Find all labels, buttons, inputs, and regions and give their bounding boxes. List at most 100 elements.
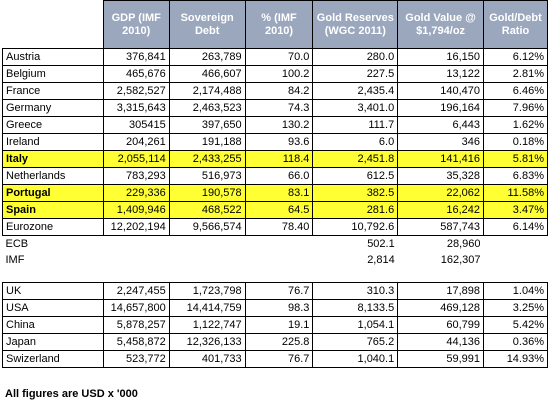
table-row: Eurozone 12,202,194 9,566,574 78.40 10,792.6… bbox=[2, 218, 548, 236]
header-debt: Sovereign Debt bbox=[168, 0, 246, 49]
cell-gdp: 5,458,872 bbox=[102, 333, 170, 351]
cell-value: 6,443 bbox=[397, 116, 484, 134]
cell-debt: 1,723,798 bbox=[168, 282, 246, 300]
cell-country: Eurozone bbox=[2, 218, 104, 236]
cell-gdp: 376,841 bbox=[102, 48, 170, 66]
cell-value: 22,062 bbox=[397, 184, 484, 202]
cell-ratio: 3.25% bbox=[483, 299, 548, 317]
cell-pct bbox=[245, 236, 313, 253]
gold-debt-table: GDP (IMF 2010) Sovereign Debt % (IMF 201… bbox=[2, 0, 548, 368]
cell-pct: 84.2 bbox=[244, 82, 314, 100]
cell-debt: 190,578 bbox=[168, 184, 246, 202]
cell-gold: 227.5 bbox=[312, 65, 399, 83]
table-row: Germany 3,315,643 2,463,523 74.3 3,401.0 196,… bbox=[2, 99, 548, 117]
header-pct: % (IMF 2010) bbox=[244, 0, 314, 49]
cell-ratio: 7.96% bbox=[483, 99, 548, 117]
cell-gdp: 2,055,114 bbox=[102, 150, 170, 168]
cell-gdp: 3,315,643 bbox=[102, 99, 170, 117]
cell-country: China bbox=[2, 316, 104, 334]
table-row: China 5,878,257 1,122,747 19.1 1,054.1 60,799… bbox=[2, 316, 548, 334]
cell-pct: 78.40 bbox=[244, 218, 314, 236]
cell-pct: 83.1 bbox=[244, 184, 314, 202]
cell-gold: 2,435.4 bbox=[312, 82, 399, 100]
cell-gdp: 2,582,527 bbox=[102, 82, 170, 100]
header-gold-value: Gold Value @ $1,794/oz bbox=[397, 0, 484, 49]
cell-country: Italy bbox=[2, 150, 104, 168]
table-row: ECB 502.1 28,960 bbox=[3, 236, 548, 253]
cell-gdp: 783,293 bbox=[102, 167, 170, 185]
table-row: France 2,582,527 2,174,488 84.2 2,435.4 140,4… bbox=[2, 82, 548, 100]
cell-ratio: 3.47% bbox=[483, 201, 548, 219]
table-row: USA 14,657,800 14,414,759 98.3 8,133.5 469,12… bbox=[2, 299, 548, 317]
cell-country: Belgium bbox=[2, 65, 104, 83]
cell-value: 13,122 bbox=[397, 65, 484, 83]
table-row: Spain 1,409,946 468,522 64.5 281.6 16,242 3.47… bbox=[2, 201, 548, 219]
cell-country: IMF bbox=[5, 254, 25, 266]
cell-ratio: 5.81% bbox=[483, 150, 548, 168]
cell-gold: 111.7 bbox=[312, 116, 399, 134]
cell-debt: 14,414,759 bbox=[168, 299, 246, 317]
cell-country: Germany bbox=[2, 99, 104, 117]
cell-ratio: 11.58% bbox=[483, 184, 548, 202]
cell-debt bbox=[169, 236, 245, 253]
cell-ratio bbox=[484, 236, 548, 253]
cell-gdp: 2,247,455 bbox=[102, 282, 170, 300]
cell-ratio: 2.81% bbox=[483, 65, 548, 83]
table-row: Swizerland 523,772 401,733 76.7 1,040.1 59,99… bbox=[2, 350, 548, 368]
header-blank bbox=[2, 0, 104, 49]
cell-country: Portugal bbox=[2, 184, 104, 202]
cell-gold: 765.2 bbox=[312, 333, 399, 351]
cell-debt: 9,566,574 bbox=[168, 218, 246, 236]
cell-pct: 100.2 bbox=[244, 65, 314, 83]
cell-country: Ireland bbox=[2, 133, 104, 151]
cell-pct: 225.8 bbox=[244, 333, 314, 351]
cell-debt: 191,188 bbox=[168, 133, 246, 151]
cell-pct: 64.5 bbox=[244, 201, 314, 219]
header-gold-reserves: Gold Reserves (WGC 2011) bbox=[312, 0, 399, 49]
cell-gdp bbox=[103, 236, 169, 253]
cell-value: 162,307 bbox=[440, 254, 481, 266]
cell-ratio: 1.62% bbox=[483, 116, 548, 134]
cell-value: 196,164 bbox=[397, 99, 484, 117]
cell-debt bbox=[169, 252, 245, 268]
cell-gold: 2,814 bbox=[367, 254, 395, 266]
cell-country: ECB bbox=[5, 238, 29, 250]
cell-gdp: 523,772 bbox=[102, 350, 170, 368]
cell-pct: 130.2 bbox=[244, 116, 314, 134]
cell-value: 17,898 bbox=[397, 282, 484, 300]
cell-pct: 76.7 bbox=[244, 350, 314, 368]
cell-value: 587,743 bbox=[397, 218, 484, 236]
spacer-row bbox=[3, 268, 548, 283]
table-row: Austria 376,841 263,789 70.0 280.0 16,150 6.12… bbox=[2, 48, 548, 66]
cell-gold: 502.1 bbox=[367, 238, 395, 250]
cell-pct: 70.0 bbox=[244, 48, 314, 66]
cell-ratio: 6.46% bbox=[483, 82, 548, 100]
cell-value: 16,242 bbox=[397, 201, 484, 219]
cell-gdp: 204,261 bbox=[102, 133, 170, 151]
header-row: GDP (IMF 2010) Sovereign Debt % (IMF 201… bbox=[2, 0, 548, 49]
cell-country: Spain bbox=[2, 201, 104, 219]
cell-country: Japan bbox=[2, 333, 104, 351]
cell-pct: 118.4 bbox=[244, 150, 314, 168]
cell-debt: 516,973 bbox=[168, 167, 246, 185]
cell-value: 44,136 bbox=[397, 333, 484, 351]
table-row: Portugal 229,336 190,578 83.1 382.5 22,062 11.… bbox=[2, 184, 548, 202]
table-row: Belgium 465,676 466,607 100.2 227.5 13,122 2.8… bbox=[2, 65, 548, 83]
cell-debt: 2,433,255 bbox=[168, 150, 246, 168]
cell-gdp: 229,336 bbox=[102, 184, 170, 202]
cell-gdp bbox=[103, 252, 169, 268]
cell-pct: 66.0 bbox=[244, 167, 314, 185]
table-row: UK 2,247,455 1,723,798 76.7 310.3 17,898 1.04% bbox=[2, 282, 548, 300]
cell-value: 28,960 bbox=[446, 238, 481, 250]
cell-value: 60,799 bbox=[397, 316, 484, 334]
cell-ratio: 5.42% bbox=[483, 316, 548, 334]
cell-pct: 19.1 bbox=[244, 316, 314, 334]
cell-gold: 1,054.1 bbox=[312, 316, 399, 334]
cell-ratio: 6.12% bbox=[483, 48, 548, 66]
table-row: IMF 2,814 162,307 bbox=[3, 252, 548, 268]
cell-gold: 612.5 bbox=[312, 167, 399, 185]
cell-ratio: 6.14% bbox=[483, 218, 548, 236]
cell-gold: 382.5 bbox=[312, 184, 399, 202]
table-row: Greece 305415 397,650 130.2 111.7 6,443 1.62% bbox=[2, 116, 548, 134]
table-row: Netherlands 783,293 516,973 66.0 612.5 35,328… bbox=[2, 167, 548, 185]
